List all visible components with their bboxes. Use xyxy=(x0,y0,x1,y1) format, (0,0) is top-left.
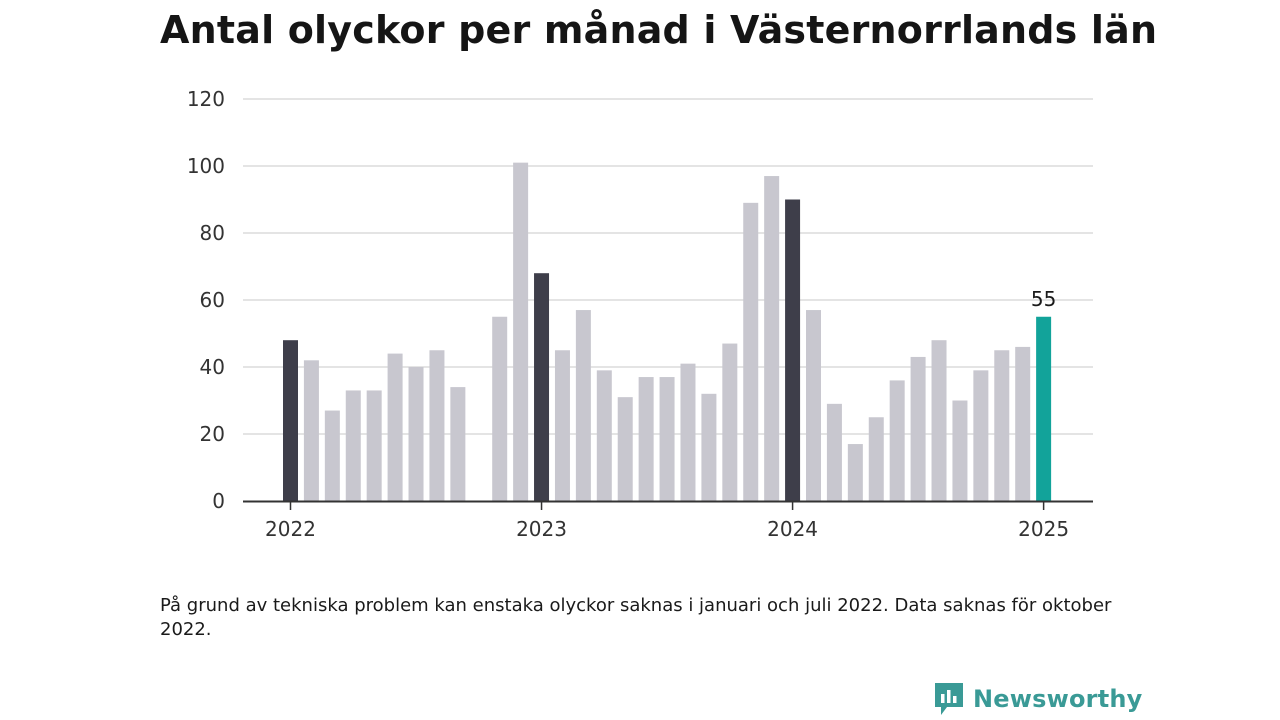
bar xyxy=(638,377,654,501)
bar xyxy=(764,176,780,502)
bar xyxy=(680,363,696,501)
bar xyxy=(345,390,361,501)
bar xyxy=(534,273,550,501)
bar xyxy=(617,397,633,501)
bar xyxy=(408,367,424,501)
bar xyxy=(387,353,403,501)
footnote: På grund av tekniska problem kan enstaka… xyxy=(160,595,1112,640)
bar xyxy=(847,444,863,501)
bar xyxy=(743,202,759,501)
y-tick-label: 20 xyxy=(200,422,225,446)
bar xyxy=(596,370,612,501)
bar xyxy=(973,370,989,501)
bar xyxy=(952,400,968,501)
bar xyxy=(1015,346,1031,501)
gridlines xyxy=(243,98,1093,435)
bar xyxy=(806,310,821,501)
bar xyxy=(324,410,340,501)
bar xyxy=(889,380,905,501)
brand-name: Newsworthy xyxy=(973,685,1143,713)
bar xyxy=(826,403,842,501)
y-tick-label: 80 xyxy=(200,221,225,245)
bar xyxy=(554,350,570,501)
bar xyxy=(450,387,466,501)
bar xyxy=(785,199,801,501)
bar xyxy=(492,316,508,501)
y-tick-label: 0 xyxy=(212,489,225,513)
bar xyxy=(910,356,926,501)
bar xyxy=(429,350,445,501)
bar xyxy=(303,360,319,501)
bar xyxy=(659,377,675,501)
bar xyxy=(722,343,738,501)
x-tick-label: 2022 xyxy=(265,517,316,541)
bar xyxy=(701,393,717,501)
bar xyxy=(931,340,947,501)
y-tick-label: 60 xyxy=(200,288,225,312)
bar-chart: 0 20 40 60 80 100 120 2022 2023 2024 2025 55 xyxy=(187,87,1093,541)
x-axis-ticks: 2022 2023 2024 2025 xyxy=(265,502,1069,541)
y-axis-ticks: 0 20 40 60 80 100 120 xyxy=(187,87,225,513)
bars xyxy=(283,162,1052,502)
y-tick-label: 100 xyxy=(187,154,225,178)
bar xyxy=(283,340,298,501)
brand-logo: Newsworthy xyxy=(933,681,1143,717)
bar xyxy=(366,390,382,501)
x-tick-label: 2024 xyxy=(767,517,818,541)
bar xyxy=(994,350,1010,501)
bar xyxy=(868,417,884,501)
bar xyxy=(1036,316,1052,501)
chart-title: Antal olyckor per månad i Västernorrland… xyxy=(160,8,1158,52)
y-tick-label: 40 xyxy=(200,355,225,379)
x-tick-label: 2025 xyxy=(1018,517,1069,541)
bar xyxy=(575,310,591,501)
y-tick-label: 120 xyxy=(187,87,225,111)
data-label: 55 xyxy=(1031,287,1056,311)
bar xyxy=(513,162,529,501)
newsworthy-logo-icon xyxy=(935,683,963,715)
data-labels: 55 xyxy=(1031,287,1056,311)
x-tick-label: 2023 xyxy=(516,517,567,541)
